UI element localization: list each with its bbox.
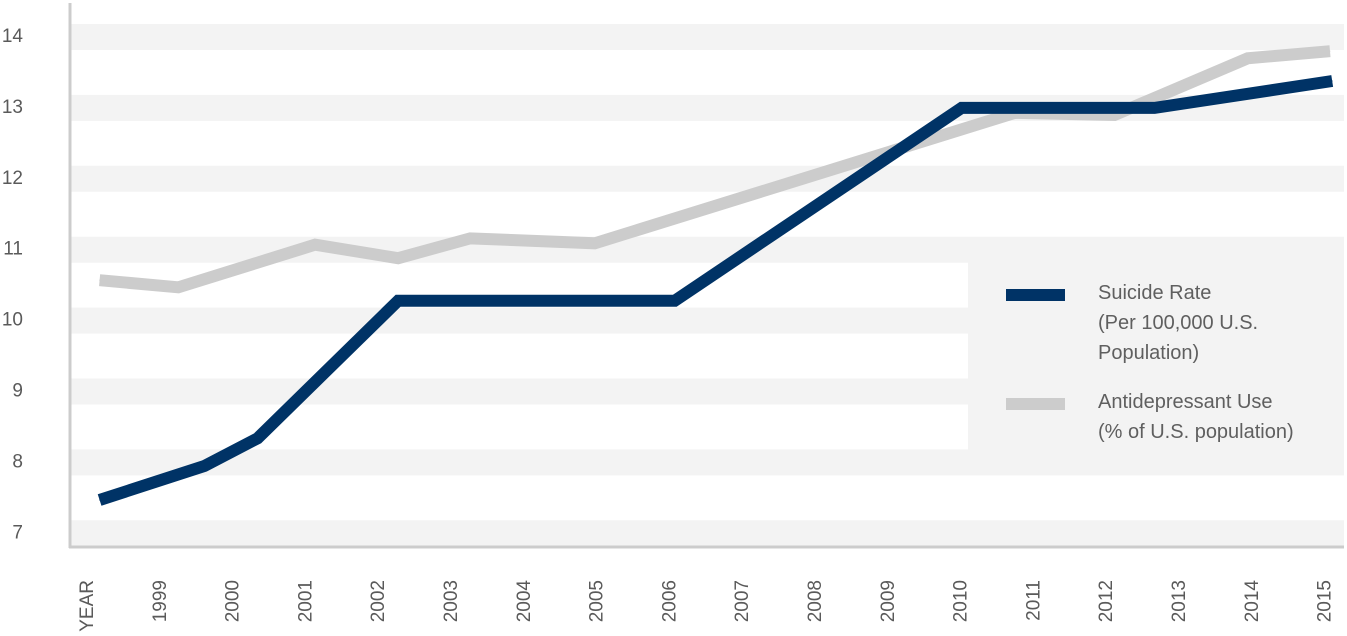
series-line-suicide-rate <box>97 75 1334 506</box>
x-tick-label: 2012 <box>1096 580 1117 622</box>
legend-panel <box>968 237 1344 475</box>
legend-label-suicide-rate: Suicide Rate (Per 100,000 U.S. Populatio… <box>1098 282 1264 364</box>
x-tick-label: 2008 <box>805 580 826 622</box>
y-tick-label: 11 <box>3 239 23 260</box>
grid-band <box>70 520 1344 547</box>
series-line-antidepressant-use <box>99 45 1331 294</box>
data-point <box>469 237 471 239</box>
legend-swatch-suicide-rate <box>1006 289 1065 301</box>
x-tick-label: 2007 <box>732 580 753 622</box>
x-tick-label: 2010 <box>951 580 972 622</box>
data-point <box>1154 107 1156 109</box>
x-tick-label: 2009 <box>878 580 899 622</box>
data-point <box>397 300 399 302</box>
data-point <box>203 465 205 467</box>
legend-swatch-antidepressant-use <box>1006 398 1065 410</box>
x-tick-label: 2014 <box>1242 580 1263 623</box>
data-point <box>397 257 399 259</box>
x-tick-label: YEAR <box>77 580 98 632</box>
x-tick-label: 2011 <box>1023 580 1044 621</box>
x-tick-label: 2013 <box>1169 580 1190 622</box>
x-tick-label: 1999 <box>150 580 171 622</box>
data-point <box>594 242 596 244</box>
x-tick-label: 2005 <box>587 580 608 622</box>
y-tick-label: 7 <box>12 522 23 543</box>
data-point <box>1247 57 1249 59</box>
data-point <box>1331 80 1333 82</box>
data-point <box>99 279 101 281</box>
x-tick-label: 2015 <box>1315 580 1336 622</box>
y-tick-label: 8 <box>12 451 23 472</box>
data-point <box>1113 114 1115 116</box>
data-point <box>961 107 963 109</box>
y-tick-label: 9 <box>12 381 23 402</box>
y-tick-label: 12 <box>2 168 23 189</box>
y-tick-label: 13 <box>2 97 23 118</box>
x-tick-label: 2000 <box>223 580 244 622</box>
y-tick-label: 14 <box>2 26 24 47</box>
x-tick-label: 2001 <box>295 580 316 622</box>
grid-band <box>70 165 1344 192</box>
data-point <box>314 244 316 246</box>
grid-band <box>70 24 1344 50</box>
data-point <box>257 437 259 439</box>
x-tick-label: 2004 <box>514 580 535 623</box>
x-tick-label: 2002 <box>368 580 389 622</box>
y-tick-label: 10 <box>2 310 23 331</box>
legend: Suicide Rate (Per 100,000 U.S. Populatio… <box>1006 282 1294 443</box>
data-point <box>177 286 179 288</box>
x-tick-label: 2003 <box>441 580 462 622</box>
data-point <box>1329 50 1331 52</box>
y-tick-labels: 7 8 9 10 11 12 13 14 <box>2 26 24 543</box>
data-point <box>99 499 101 501</box>
x-tick-label: 2006 <box>659 580 680 622</box>
legend-label-antidepressant-use: Antidepressant Use (% of U.S. population… <box>1098 391 1294 443</box>
x-tick-labels: YEAR 1999 2000 2001 2002 2003 2004 2005 2006 2007… <box>77 580 1336 632</box>
series-group <box>97 45 1334 506</box>
data-point <box>674 300 676 302</box>
